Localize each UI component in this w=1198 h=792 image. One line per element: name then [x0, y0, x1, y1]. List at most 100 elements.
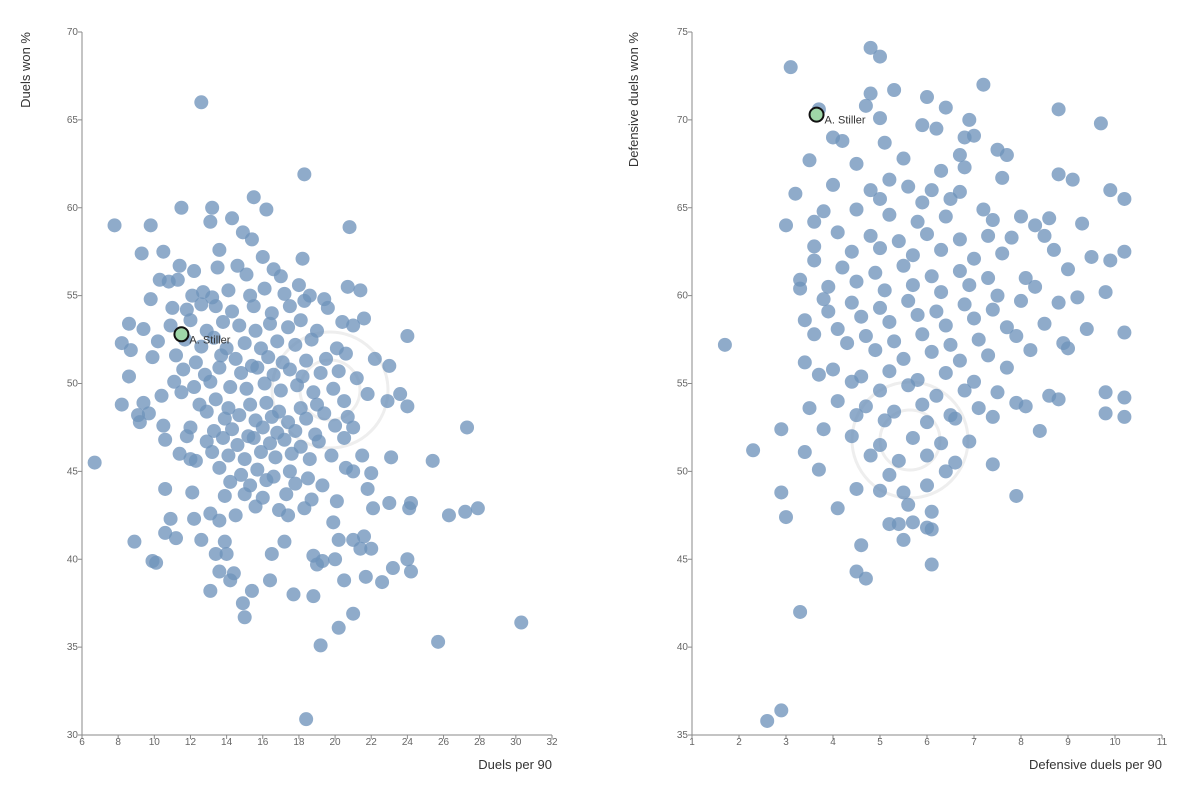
- scatter-point: [999, 320, 1014, 335]
- scatter-point: [1028, 218, 1043, 233]
- scatter-point: [957, 383, 972, 398]
- scatter-point: [169, 348, 183, 363]
- scatter-point: [87, 455, 102, 470]
- scatter-point: [816, 292, 831, 307]
- scatter-point: [830, 322, 845, 337]
- scatter-point: [205, 445, 220, 460]
- scatter-point: [887, 82, 902, 97]
- scatter-point: [905, 515, 920, 530]
- y-tick-label: 40: [67, 554, 79, 565]
- scatter-point: [1018, 271, 1033, 286]
- scatter-point: [212, 242, 227, 257]
- scatter-point: [934, 436, 949, 451]
- scatter-point: [319, 351, 334, 366]
- scatter-point: [263, 436, 277, 451]
- scatter-point: [235, 596, 250, 611]
- scatter-point: [346, 420, 361, 435]
- scatter-point: [891, 234, 906, 249]
- scatter-point: [431, 634, 446, 649]
- x-tick-label: 16: [257, 737, 269, 748]
- scatter-point: [212, 564, 227, 579]
- scatter-point: [246, 190, 261, 205]
- scatter-point: [243, 397, 258, 412]
- scatter-point: [1084, 249, 1099, 264]
- scatter-point: [962, 112, 977, 127]
- scatter-point: [357, 529, 371, 544]
- x-tick-label: 30: [510, 737, 522, 748]
- scatter-point: [830, 225, 845, 240]
- scatter-point: [208, 546, 223, 561]
- scatter-point: [981, 271, 996, 286]
- scatter-point: [187, 264, 202, 279]
- scatter-point: [297, 167, 312, 182]
- scatter-point: [317, 406, 332, 421]
- scatter-point: [210, 260, 225, 275]
- scatter-point: [514, 615, 529, 630]
- scatter-point: [901, 179, 916, 194]
- scatter-point: [985, 457, 1000, 472]
- scatter-point: [136, 322, 151, 337]
- scatter-point: [355, 448, 370, 463]
- scatter-point: [1117, 191, 1132, 206]
- scatter-point: [382, 358, 397, 373]
- scatter-point: [967, 128, 981, 143]
- scatter-point: [863, 86, 878, 101]
- y-axis-label: Duels won %: [18, 32, 33, 108]
- scatter-point: [277, 534, 292, 549]
- scatter-point: [170, 272, 185, 287]
- scatter-point: [219, 546, 234, 561]
- scatter-point: [306, 589, 321, 604]
- scatter-point: [1117, 244, 1132, 259]
- scatter-point: [187, 380, 202, 395]
- scatter-point: [971, 332, 986, 347]
- scatter-point: [364, 466, 379, 481]
- y-tick-label: 70: [67, 27, 79, 38]
- scatter-point: [167, 374, 182, 389]
- scatter-point: [779, 218, 793, 233]
- scatter-point: [277, 432, 292, 447]
- scatter-point: [286, 587, 301, 602]
- scatter-point: [887, 404, 902, 419]
- scatter-point: [934, 285, 949, 300]
- scatter-point: [270, 334, 285, 349]
- scatter-point: [282, 362, 297, 377]
- x-tick-label: 3: [783, 737, 789, 748]
- scatter-point: [943, 337, 958, 352]
- highlighted-player-point: [173, 326, 190, 343]
- scatter-point: [844, 374, 859, 389]
- scatter-point: [364, 541, 379, 556]
- scatter-point: [404, 564, 418, 579]
- scatter-point: [1103, 253, 1118, 268]
- scatter-point: [896, 258, 911, 273]
- scatter-point: [783, 60, 798, 75]
- scatter-point: [1117, 409, 1132, 424]
- scatter-point: [122, 316, 136, 331]
- scatter-point: [788, 186, 803, 201]
- scatter-point: [291, 278, 306, 293]
- scatter-point: [952, 232, 967, 247]
- scatter-point: [127, 534, 142, 549]
- scatter-point: [302, 452, 317, 467]
- scatter-point: [326, 515, 341, 530]
- scatter-point: [281, 320, 296, 335]
- scatter-point: [358, 569, 373, 584]
- scatter-point: [840, 336, 855, 351]
- scatter-point: [221, 401, 236, 416]
- scatter-point: [990, 288, 1005, 303]
- scatter-point: [976, 77, 991, 92]
- scatter-point: [1051, 392, 1066, 407]
- scatter-point: [844, 429, 859, 444]
- scatter-point: [920, 478, 934, 493]
- scatter-point: [268, 450, 283, 465]
- scatter-point: [920, 227, 934, 242]
- scatter-point: [816, 204, 831, 219]
- scatter-point: [123, 343, 138, 358]
- y-tick-label: 35: [677, 730, 689, 741]
- scatter-point: [367, 351, 382, 366]
- scatter-point: [228, 351, 243, 366]
- scatter-point: [1042, 211, 1057, 226]
- scatter-point: [331, 364, 346, 379]
- scatter-point: [929, 304, 944, 319]
- scatter-point: [910, 307, 925, 322]
- x-tick-label: 8: [1018, 737, 1024, 748]
